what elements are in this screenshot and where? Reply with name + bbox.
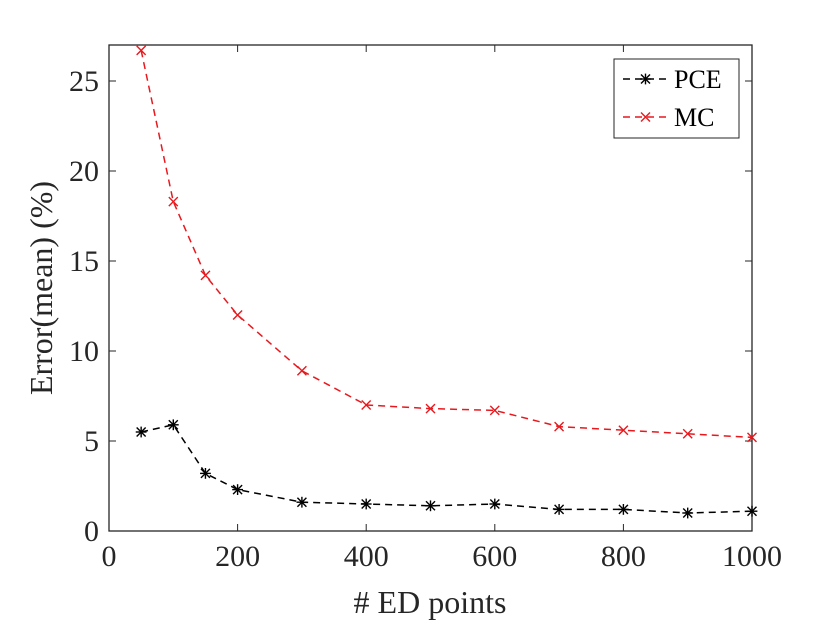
data-point-pce <box>135 426 147 438</box>
legend-box <box>613 58 740 139</box>
data-point-pce <box>682 507 694 519</box>
x-tick-label: 400 <box>344 540 389 573</box>
legend-marker-pce <box>640 73 651 85</box>
legend-label-pce: PCE <box>674 65 722 94</box>
data-point-mc <box>200 270 211 281</box>
data-point-mc <box>554 421 565 432</box>
legend-label-mc: MC <box>674 103 714 132</box>
data-point-pce <box>425 500 436 512</box>
y-tick-label: 5 <box>84 425 99 458</box>
x-tick-label: 200 <box>215 540 260 573</box>
data-point-mc <box>747 432 757 443</box>
y-tick-label: 0 <box>84 515 99 548</box>
x-tick-label: 1000 <box>722 540 782 573</box>
x-tick-label: 0 <box>102 540 117 573</box>
legend-marker-symbol-pce <box>640 73 651 85</box>
data-point-pce <box>296 496 308 508</box>
x-tick-label: 600 <box>472 540 517 573</box>
data-point-mc <box>232 310 243 320</box>
data-point-pce <box>618 504 629 515</box>
data-point-mc <box>425 403 436 414</box>
y-tick-label: 15 <box>69 245 99 278</box>
data-point-pce <box>553 504 565 515</box>
data-point-pce <box>232 484 243 495</box>
data-point-mc <box>682 428 693 439</box>
legend-marker-mc <box>640 112 651 122</box>
data-point-pce <box>167 419 179 431</box>
series-line-mc <box>140 50 753 439</box>
data-point-mc <box>361 400 372 410</box>
y-tick-label: 25 <box>69 65 99 98</box>
data-point-mc <box>296 365 307 376</box>
data-point-pce <box>489 498 501 510</box>
data-point-pce <box>746 505 758 517</box>
data-point-mc <box>489 405 500 416</box>
series-layer <box>135 45 758 519</box>
legend-marker-symbol-mc <box>640 112 651 122</box>
legend: PCE MC <box>613 58 740 139</box>
x-tick-label: 800 <box>601 540 646 573</box>
x-axis-label: # ED points <box>354 584 507 620</box>
data-point-mc <box>618 425 629 436</box>
y-tick-label: 20 <box>69 155 99 188</box>
data-point-mc <box>136 45 147 56</box>
axis-ticks: 0 200 400 600 800 1000 0 5 10 15 20 25 <box>69 45 782 573</box>
data-point-pce <box>360 498 372 510</box>
data-point-mc <box>168 196 179 207</box>
data-point-pce <box>200 468 211 479</box>
y-tick-label: 10 <box>69 335 99 368</box>
y-axis-label: Error(mean) (%) <box>23 181 59 395</box>
series-line-pce <box>140 423 753 514</box>
